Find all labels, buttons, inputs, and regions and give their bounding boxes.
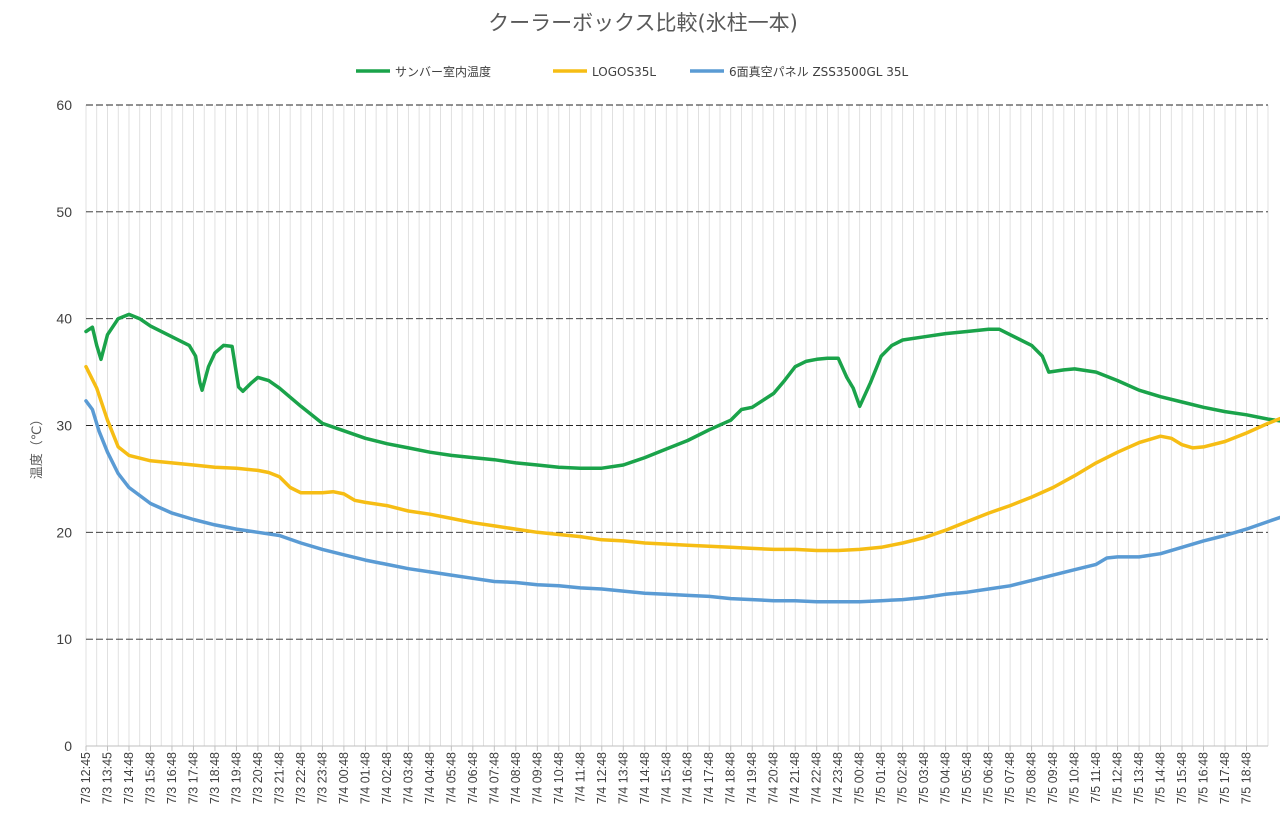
- chart-legend: サンバー室内温度 LOGOS35L 6面真空パネル ZSS3500GL 35L: [356, 64, 909, 79]
- x-tick-label: 7/5 15:48: [1175, 752, 1189, 804]
- x-tick-label: 7/4 15:48: [659, 752, 673, 804]
- legend-item-logos: LOGOS35L: [553, 65, 656, 79]
- x-tick-label: 7/4 09:48: [530, 752, 544, 804]
- x-tick-label: 7/4 16:48: [681, 752, 695, 804]
- legend-item-vacuum-panel: 6面真空パネル ZSS3500GL 35L: [690, 65, 909, 79]
- legend-label-vacuum-panel: 6面真空パネル ZSS3500GL 35L: [729, 65, 909, 79]
- x-tick-label: 7/4 10:48: [552, 752, 566, 804]
- x-tick-label: 7/4 17:48: [702, 752, 716, 804]
- x-tick-label: 7/5 17:48: [1218, 752, 1232, 804]
- x-tick-label: 7/4 11:48: [573, 752, 587, 803]
- x-tick-label: 7/4 06:48: [466, 752, 480, 804]
- x-tick-label: 7/5 13:48: [1132, 752, 1146, 804]
- x-tick-label: 7/3 22:48: [294, 752, 308, 804]
- x-tick-label: 7/4 14:48: [638, 752, 652, 804]
- horizontal-gridlines: [86, 104, 1268, 747]
- x-tick-label: 7/3 16:48: [165, 752, 179, 804]
- x-tick-label: 7/3 19:48: [229, 752, 243, 804]
- x-tick-label: 7/5 05:48: [960, 752, 974, 804]
- x-axis: 7/3 12:45 7/3 13:45 7/3 14:48 7/3 15:48 7/3 …: [79, 746, 1254, 804]
- x-tick-label: 7/3 23:48: [315, 752, 329, 804]
- x-tick-label: 7/4 07:48: [487, 752, 501, 804]
- y-tick-label: 40: [56, 311, 72, 327]
- x-tick-label: 7/4 21:48: [788, 752, 802, 804]
- x-tick-label: 7/4 20:48: [767, 752, 781, 804]
- legend-item-sanbar: サンバー室内温度: [356, 64, 491, 79]
- x-tick-label: 7/5 14:48: [1154, 752, 1168, 804]
- x-tick-label: 7/5 11:48: [1089, 752, 1103, 803]
- y-tick-label: 60: [56, 97, 72, 113]
- x-tick-label: 7/5 02:48: [896, 752, 910, 804]
- x-tick-label: 7/5 00:48: [853, 752, 867, 804]
- x-tick-label: 7/3 18:48: [208, 752, 222, 804]
- y-axis: 0 10 20 30 40 50 60: [56, 97, 72, 754]
- x-tick-label: 7/5 10:48: [1068, 752, 1082, 804]
- x-tick-label: 7/5 07:48: [1003, 752, 1017, 804]
- x-tick-label: 7/5 16:48: [1197, 752, 1211, 804]
- x-tick-label: 7/4 23:48: [831, 752, 845, 804]
- x-tick-label: 7/3 14:48: [122, 752, 136, 804]
- x-tick-label: 7/4 18:48: [724, 752, 738, 804]
- x-tick-label: 7/4 02:48: [380, 752, 394, 804]
- x-tick-label: 7/5 12:48: [1111, 752, 1125, 804]
- x-tick-label: 7/4 05:48: [444, 752, 458, 804]
- x-tick-label: 7/4 12:48: [595, 752, 609, 804]
- x-tick-label: 7/5 03:48: [917, 752, 931, 804]
- y-tick-label: 20: [56, 524, 72, 540]
- x-tick-label: 7/4 13:48: [616, 752, 630, 804]
- x-tick-label: 7/4 01:48: [358, 752, 372, 804]
- x-tick-label: 7/5 04:48: [939, 752, 953, 804]
- x-tick-label: 7/4 00:48: [337, 752, 351, 804]
- series-line-2: [84, 399, 1280, 604]
- x-tick-label: 7/5 06:48: [982, 752, 996, 804]
- series-line-1: [84, 364, 1280, 553]
- x-tick-label: 7/4 19:48: [745, 752, 759, 804]
- x-tick-label: 7/4 08:48: [509, 752, 523, 804]
- plot-area: [84, 104, 1280, 747]
- x-tick-label: 7/3 21:48: [272, 752, 286, 804]
- series-layer: [84, 312, 1280, 604]
- x-tick-label: 7/4 04:48: [423, 752, 437, 804]
- y-tick-label: 0: [64, 738, 72, 754]
- series-line-0: [84, 312, 1280, 470]
- y-tick-label: 50: [56, 204, 72, 220]
- x-tick-label: 7/5 09:48: [1046, 752, 1060, 804]
- x-tick-label: 7/3 15:48: [143, 752, 157, 804]
- x-tick-label: 7/3 20:48: [251, 752, 265, 804]
- legend-label-logos: LOGOS35L: [592, 65, 656, 79]
- y-axis-label: 温度（℃）: [29, 413, 45, 480]
- x-tick-label: 7/3 13:45: [100, 752, 114, 804]
- x-tick-label: 7/5 08:48: [1025, 752, 1039, 804]
- x-tick-label: 7/4 03:48: [401, 752, 415, 804]
- legend-label-sanbar: サンバー室内温度: [395, 64, 491, 79]
- x-tick-label: 7/3 12:45: [79, 752, 93, 804]
- chart-title: クーラーボックス比較(氷柱一本): [488, 11, 798, 35]
- y-tick-label: 10: [56, 631, 72, 647]
- y-tick-label: 30: [56, 418, 72, 434]
- x-tick-label: 7/4 22:48: [810, 752, 824, 804]
- x-tick-label: 7/5 18:48: [1240, 752, 1254, 804]
- x-tick-label: 7/3 17:48: [186, 752, 200, 804]
- x-tick-label: 7/5 01:48: [874, 752, 888, 804]
